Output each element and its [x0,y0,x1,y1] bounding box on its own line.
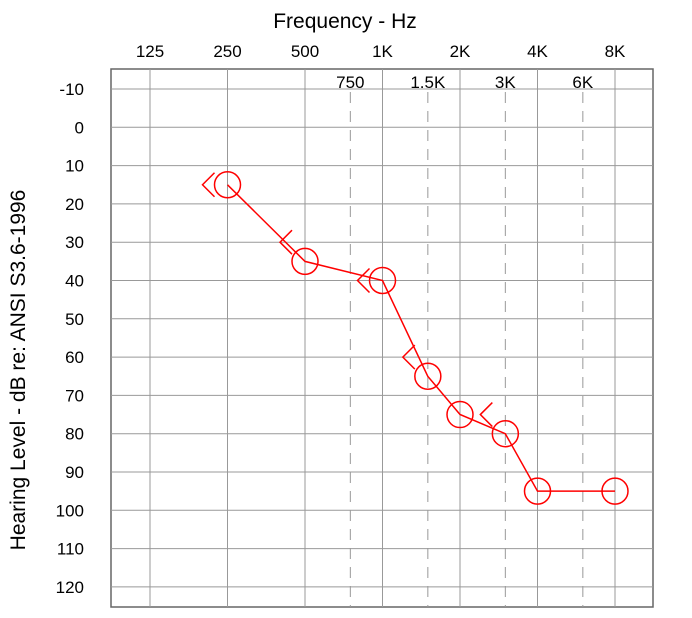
x-tick-label: 500 [291,42,319,61]
y-tick-label: 10 [65,157,84,176]
x-interoctave-label: 750 [336,73,364,92]
y-tick-label: 80 [65,425,84,444]
x-interoctave-label: 1.5K [410,73,446,92]
y-tick-label: 30 [65,233,84,252]
bracket-marker [401,344,416,370]
circle-marker [291,247,319,276]
bracket-marker [356,267,371,294]
y-tick-label: 120 [56,578,84,597]
y-tick-label: 60 [65,348,84,367]
x-tick-label: 250 [213,42,241,61]
circle-marker [213,171,242,199]
bracket-marker [278,229,293,255]
y-tick-label: -10 [59,80,84,99]
series-line [226,184,615,492]
y-tick-label: 90 [65,463,84,482]
grid [110,68,654,608]
y-tick-label: 50 [65,310,84,329]
x-interoctave-label: 3K [495,73,516,92]
circle-marker [368,266,397,295]
circle-marker [523,477,552,505]
chart-title: Frequency - Hz [273,10,417,33]
circle-marker [414,362,442,390]
y-axis-label: Hearing Level - dB re: ANSI S3.6-1996 [7,190,30,551]
y-tick-label: 70 [65,386,84,405]
y-tick-label: 110 [57,540,84,559]
x-octave-tick-labels: 125 250 500 1K 2K 4K 8K [136,42,626,61]
x-interoctave-label: 6K [572,73,593,92]
circle-marker [601,477,629,505]
circle-marker [491,419,520,448]
x-interoctave-tick-labels: 750 1.5K 3K 6K [336,73,594,92]
x-tick-label: 2K [450,42,471,61]
circle-marker [446,400,474,429]
x-tick-label: 1K [372,42,393,61]
y-tick-label: 0 [75,118,84,137]
x-tick-label: 4K [527,42,548,61]
y-tick-label: 40 [65,272,84,291]
x-tick-label: 125 [136,42,164,61]
y-tick-label: 100 [56,501,84,520]
y-tick-labels: -10 0 10 20 30 40 50 60 70 80 90 100 110 120 [56,80,84,597]
bracket-marker [479,402,493,428]
plot-area [201,171,629,505]
bracket-marker [201,172,216,198]
y-tick-label: 20 [65,195,84,214]
x-tick-label: 8K [605,42,626,61]
